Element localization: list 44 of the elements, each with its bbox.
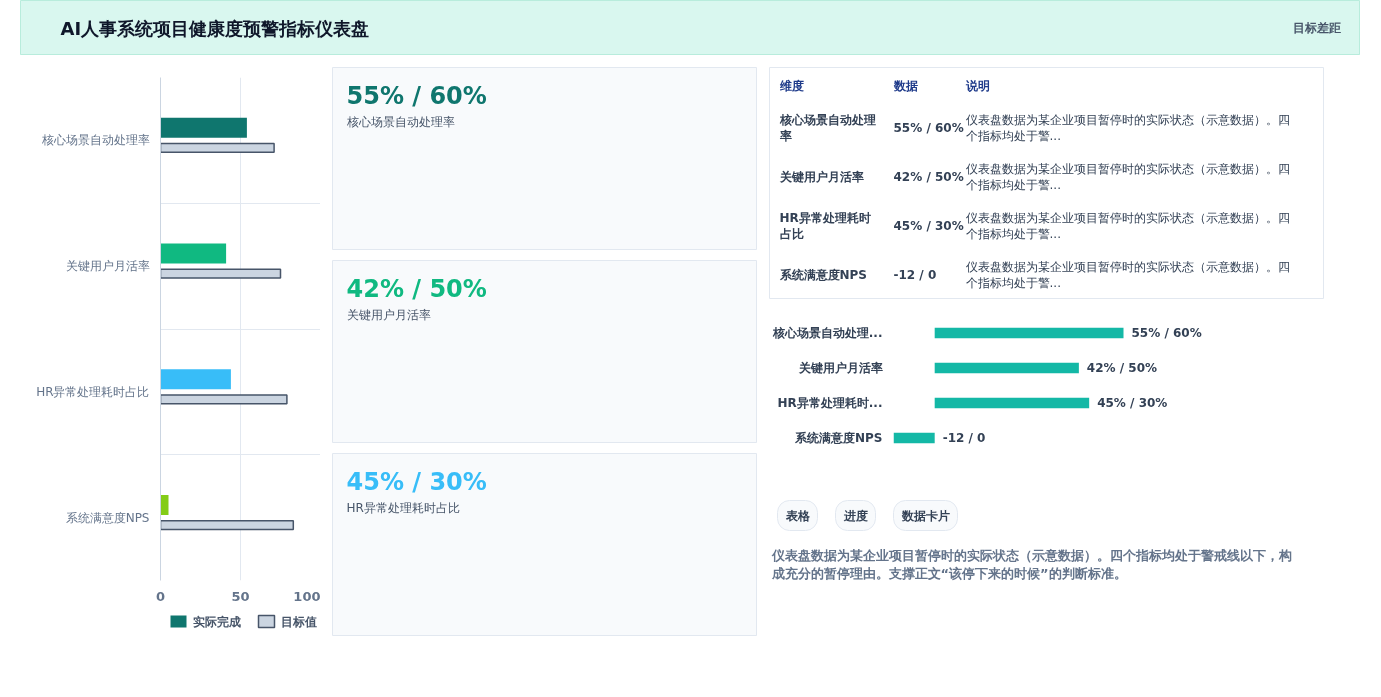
legend-label: 实际完成	[192, 614, 241, 629]
x-tick-label: 100	[293, 588, 321, 604]
bar	[934, 327, 1124, 339]
text: 仪表盘数据为某企业项目暂停时的实际状态（示意数据）。四个指标均处于警...	[965, 210, 1290, 242]
data-label: 45% / 30%	[1097, 396, 1168, 410]
text: 仪表盘数据为某企业项目暂停时的实际状态（示意数据）。四个指标均处于警...	[965, 259, 1290, 291]
text: 进度	[842, 508, 868, 523]
text: 45% / 30%	[893, 219, 964, 233]
legend-label: 目标值	[280, 614, 317, 629]
bar	[934, 397, 1090, 409]
y-tick-label: 系统满意度NPS	[65, 510, 150, 525]
text: 42% / 50%	[346, 274, 487, 303]
text: 数据卡片	[900, 508, 950, 523]
text: 目标差距	[1292, 21, 1341, 35]
category-label: HR异常处理耗时占比	[346, 500, 460, 515]
bar	[934, 362, 1079, 374]
text: 45% / 30%	[346, 467, 487, 496]
y-tick-label: 关键用户月活率	[65, 259, 150, 274]
y-tick-label: HR异常处理耗时占比	[36, 384, 150, 399]
y-tick-label: 关键用户月活率	[797, 361, 883, 375]
y-tick-label: 核心场景自动处理率	[40, 133, 150, 148]
data-label: 55% / 60%	[1131, 326, 1202, 340]
x-tick-label: 50	[231, 588, 250, 604]
category-label: 关键用户月活率	[346, 307, 431, 322]
text: 仪表盘数据为某企业项目暂停时的实际状态（示意数据）。四个指标均处于警...	[965, 161, 1290, 193]
text: 55% / 60%	[346, 81, 487, 110]
text: 仪表盘数据为某企业项目暂停时的实际状态（示意数据）。四个指标均处于警戒线以下，构成充分的暂停理由。支撑正文“该停下来的时候”的判断标准。	[770, 547, 1292, 581]
bar	[893, 432, 935, 444]
text: 55% / 60%	[893, 121, 964, 135]
y-tick-label: HR异常处理耗时...	[777, 396, 883, 410]
text: -12 / 0	[893, 268, 937, 282]
x-tick-label: 0	[155, 588, 166, 604]
text: 42% / 50%	[893, 170, 964, 184]
category-label: 说明	[964, 78, 990, 93]
text: 表格	[784, 508, 811, 523]
y-tick-label: 系统满意度NPS	[794, 431, 883, 445]
category-label: 核心场景自动处理率	[345, 114, 455, 129]
data-label: 42% / 50%	[1086, 361, 1158, 375]
category-label: 数据	[892, 78, 918, 93]
text: 仪表盘数据为某企业项目暂停时的实际状态（示意数据）。四个指标均处于警...	[965, 112, 1290, 144]
data-label: -12 / 0	[942, 431, 986, 445]
y-tick-label: 核心场景自动处理...	[771, 326, 883, 340]
text: AI人事系统项目健康度预警指标仪表盘	[60, 17, 370, 39]
category-label: 维度	[778, 78, 804, 93]
